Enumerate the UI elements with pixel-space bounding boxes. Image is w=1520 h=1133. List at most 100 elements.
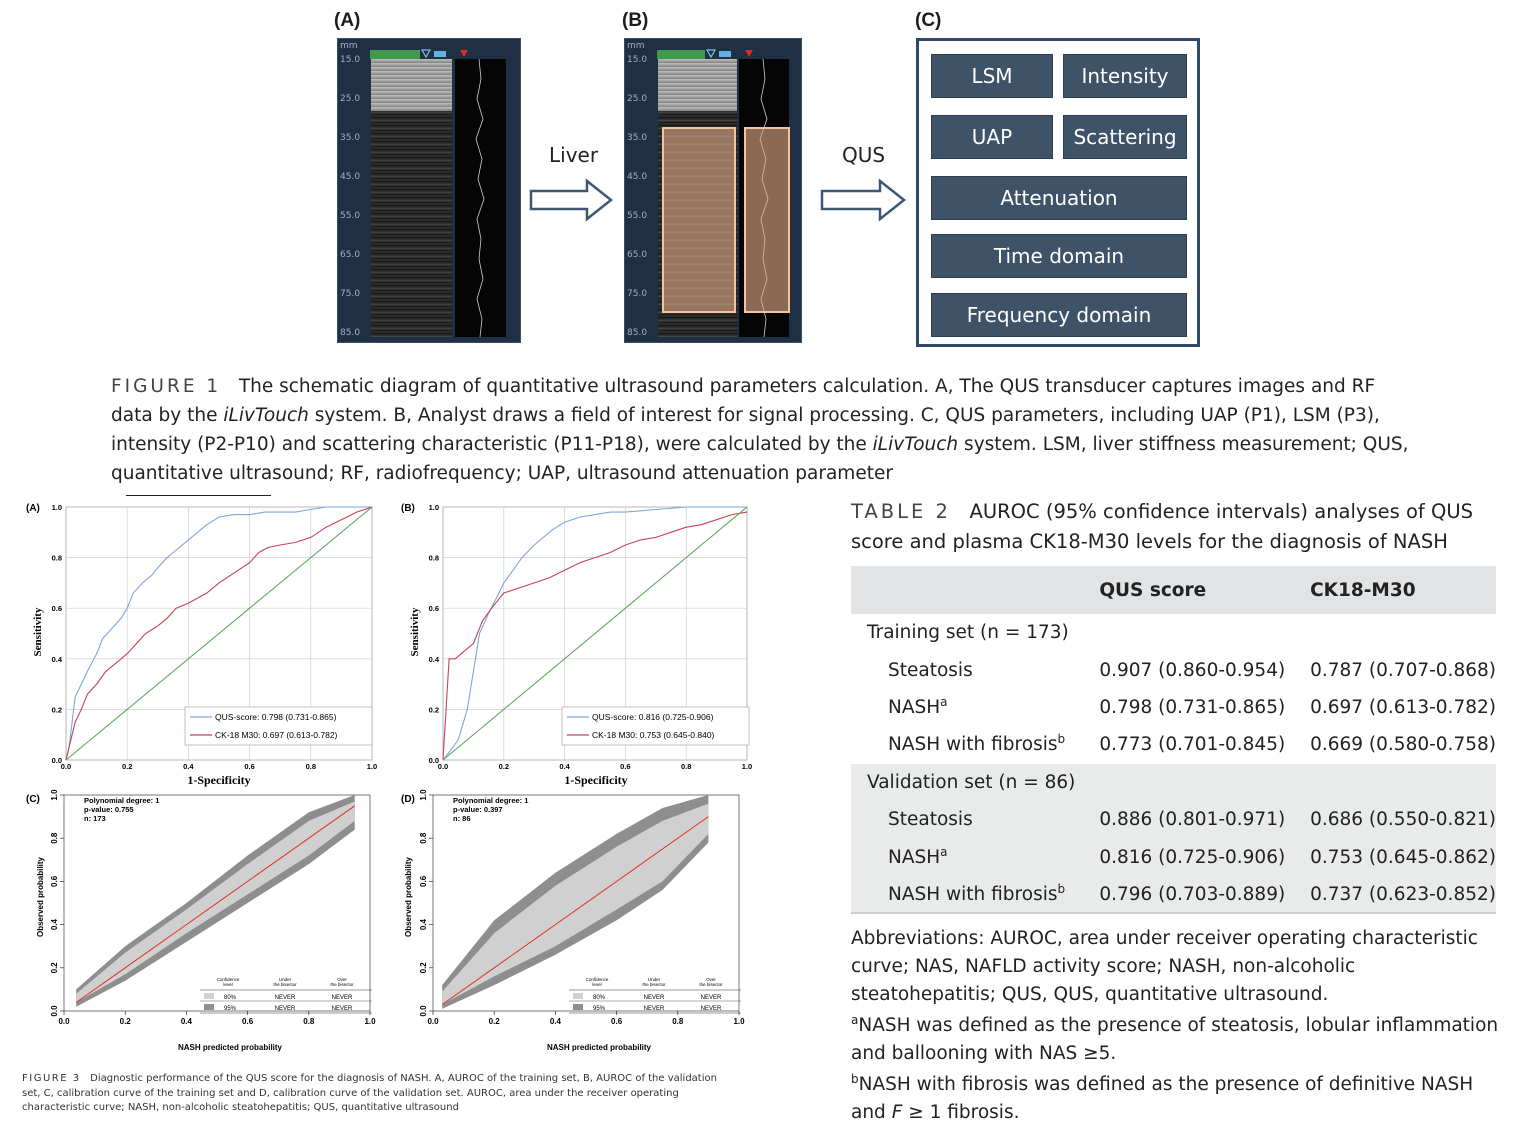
depth-axis: mm 15.0 25.0 35.0 45.0 55.0 65.0 75.0 85…: [625, 39, 657, 342]
fig3-panel-a-label: (A): [26, 503, 40, 514]
depth-tick: 55.0: [627, 211, 648, 221]
table-header-cell: QUS score: [1099, 579, 1207, 601]
cell-ck18: 0.737 (0.623-0.852): [1310, 883, 1496, 905]
cal-table-header: Under: [648, 977, 661, 982]
cal-table-cell: NEVER: [644, 995, 665, 1001]
cell-ck18: 0.787 (0.707-0.868): [1310, 659, 1496, 681]
x-tick-label: 0.6: [620, 762, 630, 771]
arrow-right-icon: [820, 178, 907, 222]
fig1-panel-b-label: (B): [622, 10, 649, 31]
x-tick-label: 0.0: [58, 1017, 70, 1026]
group-label-training: Training set (n = 173): [867, 622, 1069, 644]
table-row: NASH with fibrosisb 0.773 (0.701-0.845) …: [851, 726, 1496, 763]
ultrasound-toolbar: [657, 47, 802, 59]
x-tick-label: 0.0: [438, 762, 448, 771]
roc-b-legend-qus: QUS-score: 0.816 (0.725-0.906): [592, 712, 714, 722]
y-tick-label: 1.0: [429, 503, 439, 512]
qus-item-time-domain: Time domain: [931, 234, 1187, 278]
table2-title-line1: AUROC (95% confidence intervals) analyse…: [969, 500, 1473, 523]
table2-abbreviations: Abbreviations: AUROC, area under receive…: [851, 928, 1478, 1005]
y-tick-label: 0.6: [52, 604, 62, 613]
roc-a-legend-qus: QUS-score: 0.798 (0.731-0.865): [215, 712, 337, 722]
cal-table-header: Confidence: [217, 977, 240, 982]
x-tick-label: 0.6: [242, 1017, 254, 1026]
cal-d-ylabel: Observed probability: [404, 856, 413, 937]
depth-tick: 55.0: [340, 211, 361, 221]
y-tick-label: 0.2: [50, 962, 59, 974]
cal-table-header: Over: [337, 977, 347, 982]
y-tick-label: 0.6: [429, 604, 439, 613]
y-tick-label: 0.0: [419, 1005, 428, 1017]
y-tick-label: 0.8: [429, 554, 439, 563]
roc-a-xlabel: 1-Specificity: [187, 773, 250, 787]
depth-tick: 65.0: [627, 250, 648, 260]
roc-curve-ck18: [442, 511, 748, 761]
table2-title: TABLE 2 AUROC (95% confidence intervals)…: [851, 497, 1501, 557]
x-tick-label: 0.4: [559, 762, 570, 771]
x-tick-label: 0.2: [120, 1017, 132, 1026]
cal-c-xlabel: NASH predicted probability: [178, 1043, 283, 1052]
cal-c-pvalue: p-value: 0.755: [84, 805, 134, 814]
x-tick-label: 1.0: [364, 1017, 376, 1026]
note-b-text: NASH with fibrosis was defined as the pr…: [851, 1074, 1474, 1123]
cal-table-cell: NEVER: [701, 1006, 722, 1012]
cal-table-cell: 95%: [224, 1006, 237, 1012]
depth-tick: 45.0: [340, 172, 361, 182]
cal-table-header: level: [592, 982, 601, 987]
cal-table-header: Under: [279, 977, 292, 982]
roc-a-legend-ck: CK-18 M30: 0.697 (0.613-0.782): [215, 730, 338, 740]
depth-unit: mm: [627, 41, 645, 51]
table-row: Steatosis 0.886 (0.801-0.971) 0.686 (0.5…: [851, 800, 1496, 839]
table-row: NASH with fibrosisb 0.796 (0.703-0.889) …: [851, 875, 1496, 914]
confidence-band-80: [442, 803, 709, 1005]
y-tick-label: 0.0: [429, 756, 439, 765]
depth-tick: 15.0: [627, 55, 648, 65]
y-tick-label: 1.0: [419, 789, 428, 801]
reference-diagonal: [442, 506, 748, 761]
qus-item-intensity: Intensity: [1063, 54, 1187, 98]
row-label: NASH with fibrosis: [888, 734, 1058, 756]
y-tick-label: 0.4: [52, 655, 63, 664]
x-tick-label: 0.0: [61, 762, 71, 771]
depth-tick: 45.0: [627, 172, 648, 182]
caption-text: The schematic diagram of quantitative ul…: [111, 376, 1376, 426]
table-row: Steatosis 0.907 (0.860-0.954) 0.787 (0.7…: [851, 651, 1496, 688]
cal-d-degree: Polynomial degree: 1: [453, 796, 528, 805]
depth-axis: mm 15.0 25.0 35.0 45.0 55.0 65.0 75.0 85…: [338, 39, 370, 342]
cell-ck18: 0.697 (0.613-0.782): [1310, 696, 1496, 718]
cal-table-cell: 80%: [593, 995, 606, 1001]
note-b-italic: F: [891, 1102, 903, 1123]
table-header-row: QUS score CK18-M30: [851, 566, 1496, 614]
cell-qus: 0.798 (0.731-0.865): [1099, 696, 1286, 718]
y-tick-label: 0.2: [429, 705, 439, 714]
qus-item-uap: UAP: [931, 115, 1053, 159]
cal-c-n: n: 173: [84, 814, 106, 823]
depth-tick: 25.0: [340, 94, 361, 104]
cal-table-cell: NEVER: [332, 1006, 353, 1012]
footnote-mark: b: [851, 1071, 859, 1086]
row-label: Steatosis: [888, 809, 973, 831]
figure3-caption: FIGURE 3 Diagnostic performance of the Q…: [22, 1072, 722, 1116]
cal-c-degree: Polynomial degree: 1: [84, 796, 159, 805]
x-tick-label: 0.2: [122, 762, 132, 771]
cal-table-cell: NEVER: [275, 1006, 296, 1012]
roc-curve-qus: [442, 506, 747, 761]
y-tick-label: 0.2: [52, 705, 62, 714]
calibration-bisector: [75, 805, 355, 1003]
table-header-cell: CK18-M30: [1310, 579, 1416, 601]
roi-signal: [744, 127, 790, 313]
y-tick-label: 0.8: [419, 832, 428, 844]
footnote-mark: b: [1057, 732, 1066, 747]
roi-image: [662, 127, 736, 313]
y-tick-label: 0.4: [50, 918, 59, 930]
y-tick-label: 0.0: [52, 756, 62, 765]
y-tick-label: 0.8: [50, 832, 59, 844]
cal-table-header: the bisector: [699, 982, 723, 987]
fig3-panel-b-label: (B): [401, 503, 415, 514]
calibration-bisector: [441, 816, 709, 1005]
cell-qus: 0.816 (0.725-0.906): [1099, 846, 1286, 868]
fig3-panel-d-label: (D): [401, 794, 415, 805]
qus-item-scattering: Scattering: [1063, 115, 1187, 159]
x-tick-label: 0.6: [611, 1017, 623, 1026]
x-tick-label: 0.6: [244, 762, 254, 771]
